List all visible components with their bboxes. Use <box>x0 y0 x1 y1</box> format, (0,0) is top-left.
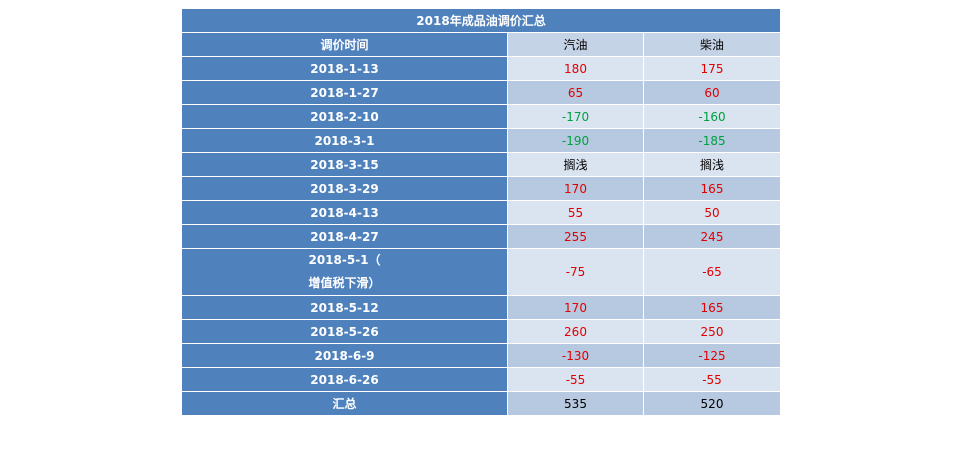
row-gasoline-value: 55 <box>507 200 644 225</box>
table-row: 2018-5-12 170 165 <box>181 295 781 320</box>
row-date-text: 2018-6-9 <box>314 348 375 363</box>
row-gasoline-value: 260 <box>507 319 644 344</box>
row-date: 2018-3-1 <box>181 128 508 153</box>
row-date: 2018-6-9 <box>181 343 508 368</box>
table-row: 2018-3-15 搁浅 搁浅 <box>181 152 781 177</box>
row-date: 2018-4-27 <box>181 224 508 249</box>
table-row: 2018-1-13 180 175 <box>181 56 781 81</box>
table-row: 2018-2-10 -170 -160 <box>181 104 781 129</box>
table-title: 2018年成品油调价汇总 <box>181 8 781 33</box>
row-diesel-value: -65 <box>643 248 781 296</box>
row-diesel-value: 搁浅 <box>643 152 781 177</box>
row-diesel-value: 175 <box>643 56 781 81</box>
row-date-text: 2018-2-10 <box>310 109 379 124</box>
row-date: 2018-5-12 <box>181 295 508 320</box>
row-date: 2018-1-13 <box>181 56 508 81</box>
row-diesel-value: -55 <box>643 367 781 392</box>
table-row: 2018-5-1（ 增值税下滑） -75 -65 <box>181 248 781 296</box>
row-date-text: 2018-3-29 <box>310 181 379 196</box>
row-date-text: 2018-4-27 <box>310 229 379 244</box>
header-gasoline: 汽油 <box>507 32 644 57</box>
header-date: 调价时间 <box>181 32 508 57</box>
row-date-text: 2018-5-1（ <box>308 253 381 267</box>
header-diesel: 柴油 <box>643 32 781 57</box>
row-date: 2018-5-1（ 增值税下滑） <box>181 248 508 296</box>
table-row: 2018-3-1 -190 -185 <box>181 128 781 153</box>
table-row: 2018-3-29 170 165 <box>181 176 781 201</box>
total-gasoline: 535 <box>507 391 644 416</box>
row-gasoline-value: 170 <box>507 295 644 320</box>
row-diesel-value: 245 <box>643 224 781 249</box>
table-row: 2018-6-26 -55 -55 <box>181 367 781 392</box>
row-date-text: 2018-5-12 <box>310 300 379 315</box>
row-diesel-value: -125 <box>643 343 781 368</box>
row-date-note: 增值税下滑） <box>308 276 381 290</box>
row-diesel-value: 50 <box>643 200 781 225</box>
row-diesel-value: 250 <box>643 319 781 344</box>
row-gasoline-value: -75 <box>507 248 644 296</box>
row-date: 2018-6-26 <box>181 367 508 392</box>
row-gasoline-value: -170 <box>507 104 644 129</box>
row-date: 2018-3-15 <box>181 152 508 177</box>
row-date-text: 2018-6-26 <box>310 372 379 387</box>
row-gasoline-value: 65 <box>507 80 644 105</box>
table-row: 2018-4-27 255 245 <box>181 224 781 249</box>
total-diesel: 520 <box>643 391 781 416</box>
row-date-text: 2018-4-13 <box>310 205 379 220</box>
row-gasoline-value: -130 <box>507 343 644 368</box>
table-row: 2018-6-9 -130 -125 <box>181 343 781 368</box>
row-gasoline-value: 搁浅 <box>507 152 644 177</box>
table-row: 2018-5-26 260 250 <box>181 319 781 344</box>
row-date-text: 2018-5-26 <box>310 324 379 339</box>
row-date-text: 2018-3-15 <box>310 157 379 172</box>
table-row: 2018-4-13 55 50 <box>181 200 781 225</box>
row-diesel-value: -185 <box>643 128 781 153</box>
table-body: 2018-1-13 180 175 2018-1-27 65 60 2018-2-10 -17… <box>181 56 781 392</box>
price-adjustment-table: 2018年成品油调价汇总 调价时间 汽油 柴油 2018-1-13 180 175 2… <box>181 8 781 416</box>
row-gasoline-value: 170 <box>507 176 644 201</box>
row-date: 2018-2-10 <box>181 104 508 129</box>
row-gasoline-value: 180 <box>507 56 644 81</box>
row-gasoline-value: -190 <box>507 128 644 153</box>
row-date-text: 2018-3-1 <box>314 133 375 148</box>
row-date: 2018-4-13 <box>181 200 508 225</box>
row-diesel-value: -160 <box>643 104 781 129</box>
row-diesel-value: 60 <box>643 80 781 105</box>
table-row: 2018-1-27 65 60 <box>181 80 781 105</box>
row-date-text: 2018-1-13 <box>310 61 379 76</box>
row-gasoline-value: 255 <box>507 224 644 249</box>
row-gasoline-value: -55 <box>507 367 644 392</box>
row-diesel-value: 165 <box>643 295 781 320</box>
row-date: 2018-1-27 <box>181 80 508 105</box>
row-date: 2018-5-26 <box>181 319 508 344</box>
total-row: 汇总 535 520 <box>181 391 781 416</box>
total-label: 汇总 <box>181 391 508 416</box>
row-diesel-value: 165 <box>643 176 781 201</box>
row-date-text: 2018-1-27 <box>310 85 379 100</box>
row-date: 2018-3-29 <box>181 176 508 201</box>
